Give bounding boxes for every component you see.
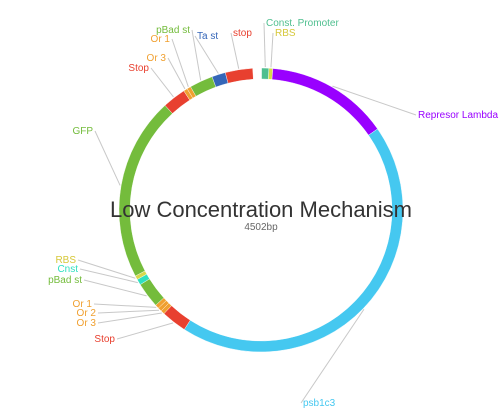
leader-line-gfp-11 [94,130,121,186]
feature-label-cnst-9: Cnst [57,264,78,275]
leader-line-stop-17 [230,32,240,69]
leader-line-pbad-st-15 [191,29,202,81]
feature-label-stop-17: stop [233,28,252,39]
feature-segment-pbad-st-8 [139,278,165,306]
feature-segment-pbad-st-15 [190,76,217,97]
feature-segment-gfp-11 [118,105,173,277]
leader-line-ta-st-16 [194,35,219,74]
leader-line-represor-lambda-2 [332,85,417,116]
leader-line-rbs-1 [270,32,274,68]
feature-label-or-3-5: Or 3 [77,318,97,329]
feature-label-or-2-6: Or 2 [77,308,97,319]
leader-line-pbad-st-8 [83,279,147,297]
plasmid-title: Low Concentration Mechanism [110,197,412,222]
feature-label-rbs-10: RBS [55,255,76,266]
feature-label-pbad-st-15: pBad st [156,25,190,36]
leader-line-or-1-14 [171,38,189,88]
feature-segment-stop-17 [225,68,254,84]
feature-segment-const-promoter-0 [261,67,270,80]
label-leader-lines [77,22,417,404]
plasmid-length: 4502bp [244,222,278,233]
leader-line-rbs-10 [77,259,136,279]
feature-label-stop-12: Stop [128,63,149,74]
leader-line-const-promoter-0 [263,22,266,68]
leader-line-cnst-9 [79,268,138,284]
plasmid-ring [118,67,404,353]
feature-segment-represor-lambda-2 [271,68,378,136]
leader-line-psb1c3-3 [300,308,365,404]
feature-label-ta-st-16: Ta st [197,31,218,42]
feature-label-represor-lambda-2: Represor Lambda [418,110,498,121]
leader-line-or-3-13 [167,57,186,90]
feature-label-pbad-st-8: pBad st [48,275,82,286]
feature-label-or-1-14: Or 1 [151,34,171,45]
feature-label-psb1c3-3: psb1c3 [303,398,336,409]
feature-segment-psb1c3-3 [183,128,404,353]
leader-line-or-2-6 [97,309,160,314]
leader-line-stop-12 [150,67,174,98]
feature-label-or-1-7: Or 1 [73,299,93,310]
feature-label-stop-4: Stop [94,334,115,345]
leader-line-or-3-5 [97,312,162,324]
feature-label-or-3-13: Or 3 [147,53,167,64]
leader-line-stop-4 [116,322,174,340]
feature-label-rbs-1: RBS [275,28,296,39]
feature-label-const-promoter-0: Const. Promoter [266,18,339,29]
leader-line-or-1-7 [93,303,157,308]
feature-label-gfp-11: GFP [72,126,93,137]
